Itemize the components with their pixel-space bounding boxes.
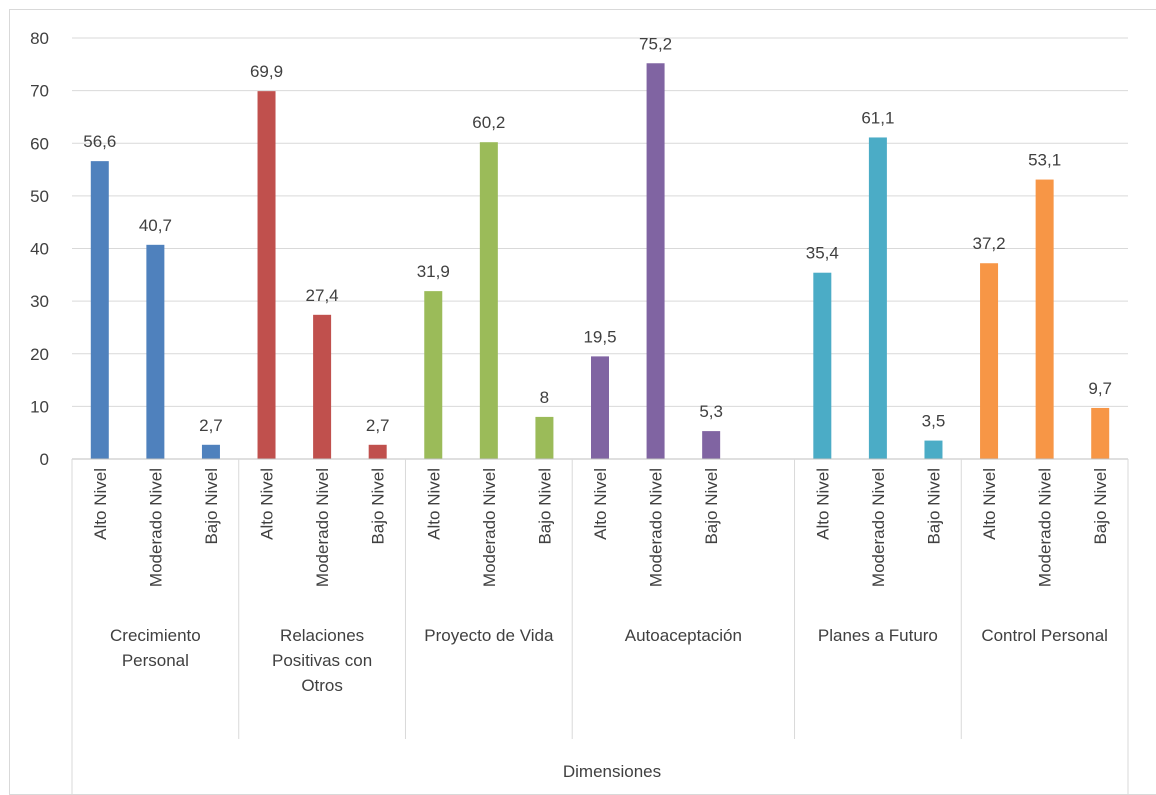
- category-tick-label: Moderado Nivel: [647, 468, 666, 587]
- bar: [146, 244, 165, 459]
- bar: [1035, 179, 1054, 459]
- bar: [980, 263, 999, 459]
- bar: [702, 431, 721, 459]
- group-label-line: Otros: [301, 676, 343, 695]
- data-label: 53,1: [1028, 151, 1061, 170]
- data-label: 37,2: [973, 234, 1006, 253]
- data-label: 8: [540, 388, 549, 407]
- bar: [90, 161, 109, 459]
- data-label: 40,7: [139, 216, 172, 235]
- data-label: 69,9: [250, 62, 283, 81]
- group-label-line: Relaciones: [280, 626, 364, 645]
- data-label: 31,9: [417, 262, 450, 281]
- category-tick-label: Alto Nivel: [980, 468, 999, 540]
- bar: [368, 444, 387, 459]
- data-label: 60,2: [472, 113, 505, 132]
- bar: [924, 440, 943, 459]
- group-label: Crecimiento Personal: [110, 626, 201, 670]
- category-tick-label: Moderado Nivel: [480, 468, 499, 587]
- category-tick-label: Bajo Nivel: [535, 468, 554, 545]
- bar: [1091, 407, 1110, 459]
- y-tick-label: 40: [30, 240, 49, 259]
- group-label-line: Control Personal: [981, 626, 1108, 645]
- data-label: 5,3: [699, 402, 723, 421]
- category-tick-label: Bajo Nivel: [924, 468, 943, 545]
- y-tick-label: 80: [30, 29, 49, 48]
- group-label-line: Planes a Futuro: [818, 626, 938, 645]
- group-label-line: Positivas con: [272, 651, 372, 670]
- y-tick-label: 0: [40, 450, 49, 469]
- group-label-line: Proyecto de Vida: [424, 626, 554, 645]
- group-label: Proyecto de Vida: [424, 626, 554, 645]
- y-tick-label: 20: [30, 345, 49, 364]
- labels-layer: 0 10 20 30 40 50 60 70 80 56,6 Alto Nivel 40,7 Moder…: [30, 29, 1112, 695]
- data-label: 75,2: [639, 34, 672, 53]
- category-tick-label: Bajo Nivel: [202, 468, 221, 545]
- category-tick-label: Alto Nivel: [258, 468, 277, 540]
- data-label: 9,7: [1088, 379, 1112, 398]
- group-label-line: Autoaceptación: [625, 626, 742, 645]
- x-axis-title: Dimensiones: [563, 762, 661, 781]
- data-label: 3,5: [922, 412, 946, 431]
- data-label: 2,7: [199, 416, 223, 435]
- bar: [257, 91, 276, 460]
- y-tick-label: 30: [30, 292, 49, 311]
- bar: [535, 416, 554, 459]
- bars-layer: [90, 63, 1110, 460]
- bar: [813, 272, 832, 459]
- bar: [646, 63, 665, 459]
- data-label: 56,6: [83, 132, 116, 151]
- bar: [201, 444, 220, 459]
- bar: [868, 137, 887, 459]
- group-label-line: Personal: [122, 651, 189, 670]
- y-tick-label: 70: [30, 82, 49, 101]
- y-tick-label: 50: [30, 187, 49, 206]
- category-tick-label: Moderado Nivel: [313, 468, 332, 587]
- category-tick-label: Bajo Nivel: [369, 468, 388, 545]
- group-label: Control Personal: [981, 626, 1108, 645]
- category-tick-label: Bajo Nivel: [702, 468, 721, 545]
- axis-layer: [71, 458, 1129, 795]
- category-tick-label: Alto Nivel: [591, 468, 610, 540]
- category-tick-label: Bajo Nivel: [1091, 468, 1110, 545]
- category-tick-label: Alto Nivel: [91, 468, 110, 540]
- category-tick-label: Alto Nivel: [424, 468, 443, 540]
- category-tick-label: Moderado Nivel: [1036, 468, 1055, 587]
- category-tick-label: Moderado Nivel: [869, 468, 888, 587]
- category-tick-label: Alto Nivel: [813, 468, 832, 540]
- y-tick-label: 60: [30, 134, 49, 153]
- group-label: Relaciones Positivas con Otros: [272, 626, 372, 695]
- group-label-line: Crecimiento: [110, 626, 201, 645]
- bar: [424, 291, 443, 459]
- data-label: 61,1: [861, 108, 894, 127]
- category-tick-label: Moderado Nivel: [146, 468, 165, 587]
- chart-border: [9, 9, 1156, 795]
- y-tick-label: 10: [30, 397, 49, 416]
- data-label: 27,4: [306, 286, 339, 305]
- bar: [591, 356, 609, 459]
- group-label: Planes a Futuro: [818, 626, 938, 645]
- group-label: Autoaceptación: [625, 626, 742, 645]
- data-label: 35,4: [806, 244, 839, 263]
- bar: [479, 142, 498, 459]
- data-label: 19,5: [583, 327, 616, 346]
- bar: [313, 314, 332, 459]
- data-label: 2,7: [366, 416, 390, 435]
